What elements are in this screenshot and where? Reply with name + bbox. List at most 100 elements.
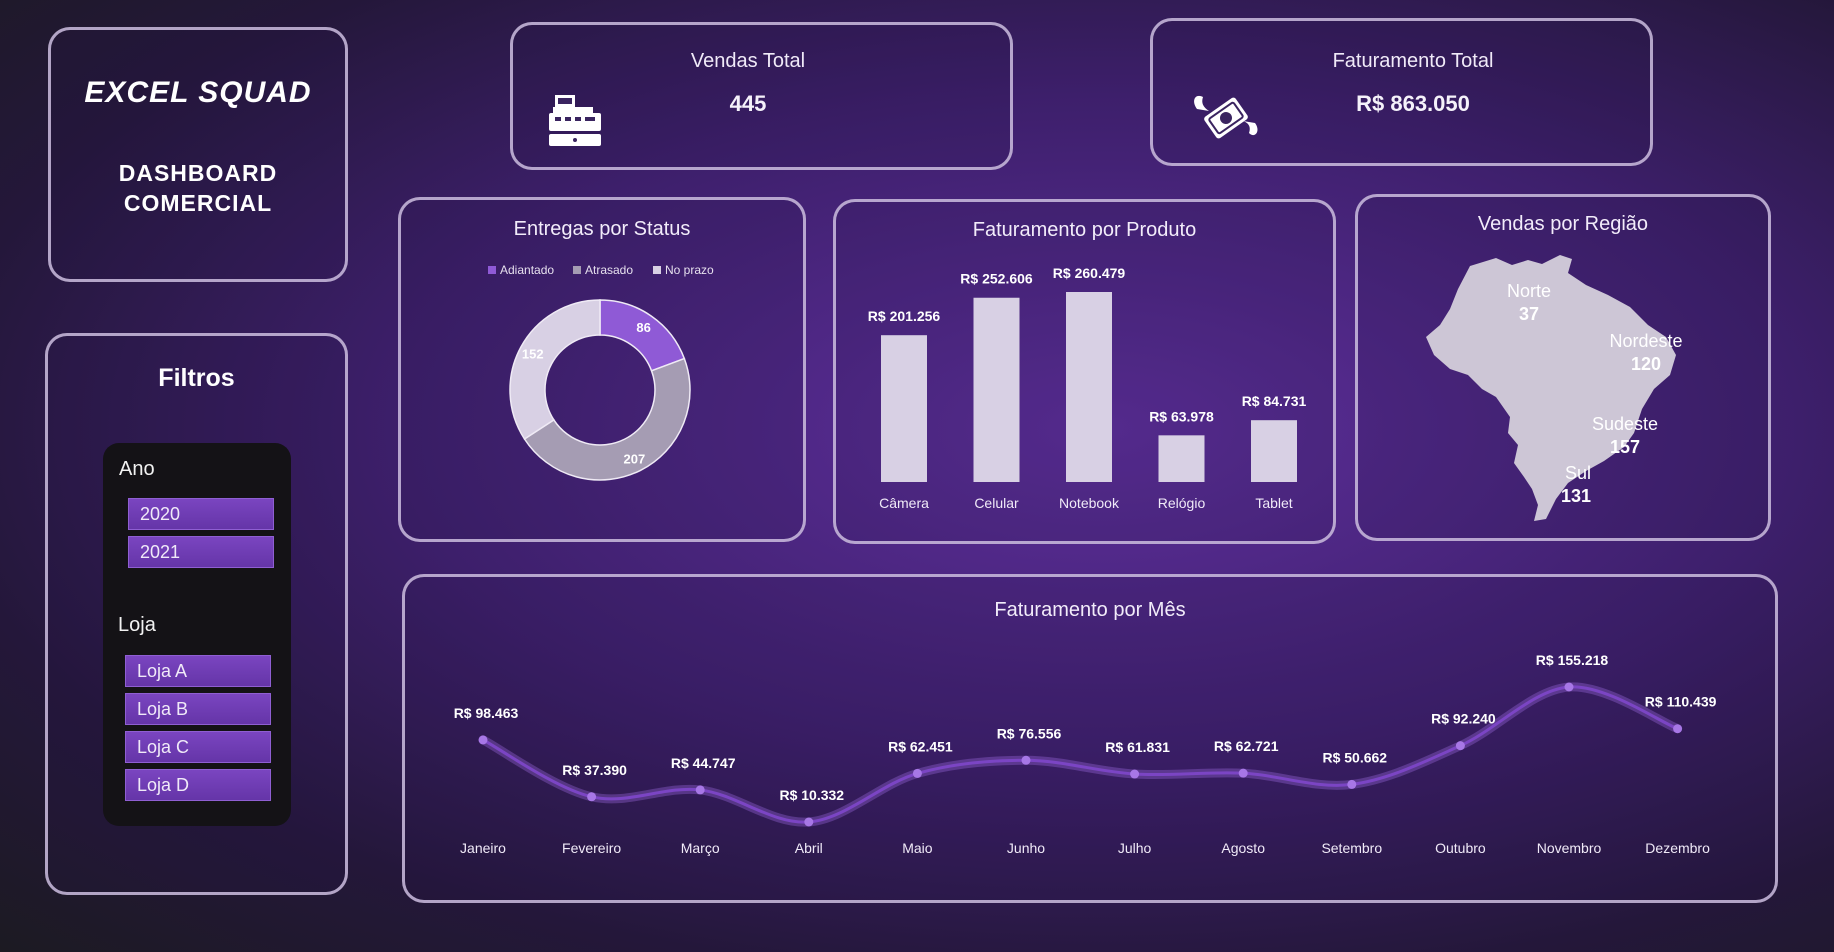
region-name-3: Sul	[1565, 463, 1591, 483]
brand-card: EXCEL SQUAD DASHBOARD COMERCIAL	[48, 27, 348, 282]
line-point-6	[1130, 769, 1140, 779]
line-series	[482, 685, 1679, 824]
line-category-label-1: Fevereiro	[562, 840, 621, 856]
line-point-5	[1021, 755, 1031, 765]
product-chart-title: Faturamento por Produto	[972, 219, 1197, 241]
bar-category-label-4: Tablet	[1255, 495, 1292, 511]
region-chart-title: Vendas por Região	[1477, 213, 1649, 235]
line-category-label-4: Maio	[902, 840, 933, 856]
line-value-label-2: R$ 44.747	[671, 755, 736, 771]
line-category-label-3: Abril	[795, 840, 823, 856]
line-value-label-8: R$ 50.662	[1322, 749, 1387, 765]
dashboard-title: DASHBOARD COMERCIAL	[118, 160, 278, 216]
donut-slice-0	[599, 299, 686, 372]
line-point-10	[1564, 682, 1574, 692]
line-category-label-9: Outubro	[1435, 840, 1486, 856]
line-category-label-2: Março	[681, 840, 720, 856]
line-category-label-8: Setembro	[1321, 840, 1382, 856]
legend-label-0: Adiantado	[500, 263, 554, 277]
loja-b-button[interactable]: Loja B	[125, 693, 271, 725]
filters-title: Filtros	[158, 364, 235, 392]
brazil-map-shape	[1426, 255, 1676, 521]
line-point-0	[478, 735, 488, 745]
line-category-label-5: Junho	[1007, 840, 1045, 856]
ano-2020-button[interactable]: 2020	[128, 498, 274, 530]
region-name-0: Norte	[1507, 281, 1551, 301]
bar-category-label-2: Notebook	[1059, 495, 1120, 511]
loja-a-button[interactable]: Loja A	[125, 655, 271, 687]
region-value-0: 37	[1519, 304, 1539, 324]
line-value-label-4: R$ 62.451	[888, 738, 953, 754]
bar-value-label-0: R$ 201.256	[868, 308, 941, 324]
legend-label-1: Atrasado	[585, 263, 633, 277]
line-category-label-10: Novembro	[1537, 840, 1602, 856]
line-glow	[480, 682, 1680, 827]
region-value-1: 120	[1631, 354, 1661, 374]
filters-panel: Ano 2020 2021 Loja Loja A Loja B Loja C …	[103, 443, 291, 826]
brazil-region-map: Norte 37 Nordeste 120 Sudeste 157 Sul 131	[1426, 255, 1683, 521]
region-value-2: 157	[1610, 437, 1640, 457]
region-name-2: Sudeste	[1592, 414, 1658, 434]
cash-register-icon	[549, 95, 601, 146]
legend-swatch-2	[653, 266, 661, 274]
bar-4	[1251, 420, 1297, 482]
donut-slice-1	[523, 357, 691, 481]
line-category-label-7: Agosto	[1221, 840, 1265, 856]
bar-0	[881, 335, 927, 482]
filters-card: Filtros Ano 2020 2021 Loja Loja A Loja B…	[45, 333, 348, 895]
product-bar-card: Faturamento por Produto R$ 201.256 Câmera…	[833, 199, 1336, 544]
bar-value-label-4: R$ 84.731	[1242, 393, 1307, 409]
line-value-label-0: R$ 98.463	[454, 705, 519, 721]
status-donut-card: Entregas por Status Adiantado Atrasado No …	[398, 197, 806, 542]
status-donut-chart: Adiantado Atrasado No prazo 86 207 152	[488, 263, 714, 481]
line-value-label-7: R$ 62.721	[1214, 738, 1279, 754]
ano-2021-button[interactable]: 2021	[128, 536, 274, 568]
line-value-label-3: R$ 10.332	[779, 787, 844, 803]
bar-value-label-1: R$ 252.606	[960, 271, 1033, 287]
line-value-label-5: R$ 76.556	[997, 725, 1062, 741]
bar-category-label-3: Relógio	[1158, 495, 1206, 511]
kpi-faturamento-card: Faturamento Total R$ 863.050	[1150, 18, 1653, 166]
kpi-vendas-value: 445	[729, 91, 767, 116]
bar-3	[1158, 435, 1205, 482]
product-bar-chart: R$ 201.256 Câmera R$ 252.606 Celular R$ 260.…	[868, 265, 1307, 511]
legend-swatch-1	[573, 266, 581, 274]
status-chart-title: Entregas por Status	[513, 218, 691, 240]
kpi-faturamento-label: Faturamento Total	[1332, 50, 1494, 72]
bar-value-label-3: R$ 63.978	[1149, 408, 1214, 424]
bar-value-label-2: R$ 260.479	[1053, 265, 1126, 281]
line-point-1	[587, 792, 597, 802]
monthly-line-chart: R$ 98.463 Janeiro R$ 37.390 Fevereiro R$ 44.…	[454, 652, 1717, 856]
line-value-label-9: R$ 92.240	[1431, 711, 1496, 727]
line-point-11	[1673, 724, 1683, 734]
kpi-vendas-card: Vendas Total 445	[510, 22, 1013, 170]
legend-label-2: No prazo	[665, 263, 714, 277]
loja-c-button[interactable]: Loja C	[125, 731, 271, 763]
line-point-9	[1455, 741, 1465, 751]
line-point-2	[695, 785, 705, 795]
line-category-label-6: Julho	[1118, 840, 1152, 856]
region-name-1: Nordeste	[1609, 331, 1682, 351]
line-point-4	[912, 768, 922, 778]
line-value-label-11: R$ 110.439	[1645, 694, 1717, 710]
monthly-chart-title: Faturamento por Mês	[994, 599, 1186, 621]
line-point-8	[1347, 779, 1357, 789]
donut-label-0: 86	[636, 320, 650, 335]
flying-money-icon	[1194, 95, 1258, 139]
bar-1	[973, 297, 1020, 482]
region-map-card: Vendas por Região Norte 37 Nordeste 120 Sude…	[1355, 194, 1771, 541]
loja-d-button[interactable]: Loja D	[125, 769, 271, 801]
ano-filter-label: Ano	[119, 458, 155, 480]
line-value-label-1: R$ 37.390	[562, 762, 627, 778]
legend-swatch-0	[488, 266, 496, 274]
line-category-label-0: Janeiro	[460, 840, 506, 856]
line-point-7	[1238, 768, 1248, 778]
bar-category-label-0: Câmera	[879, 495, 929, 511]
region-value-3: 131	[1561, 486, 1591, 506]
loja-filter-label: Loja	[118, 614, 156, 636]
kpi-faturamento-value: R$ 863.050	[1356, 91, 1470, 116]
donut-slice-2	[509, 299, 601, 441]
donut-label-1: 207	[624, 451, 646, 466]
bar-2	[1066, 292, 1112, 482]
line-point-3	[804, 817, 814, 827]
